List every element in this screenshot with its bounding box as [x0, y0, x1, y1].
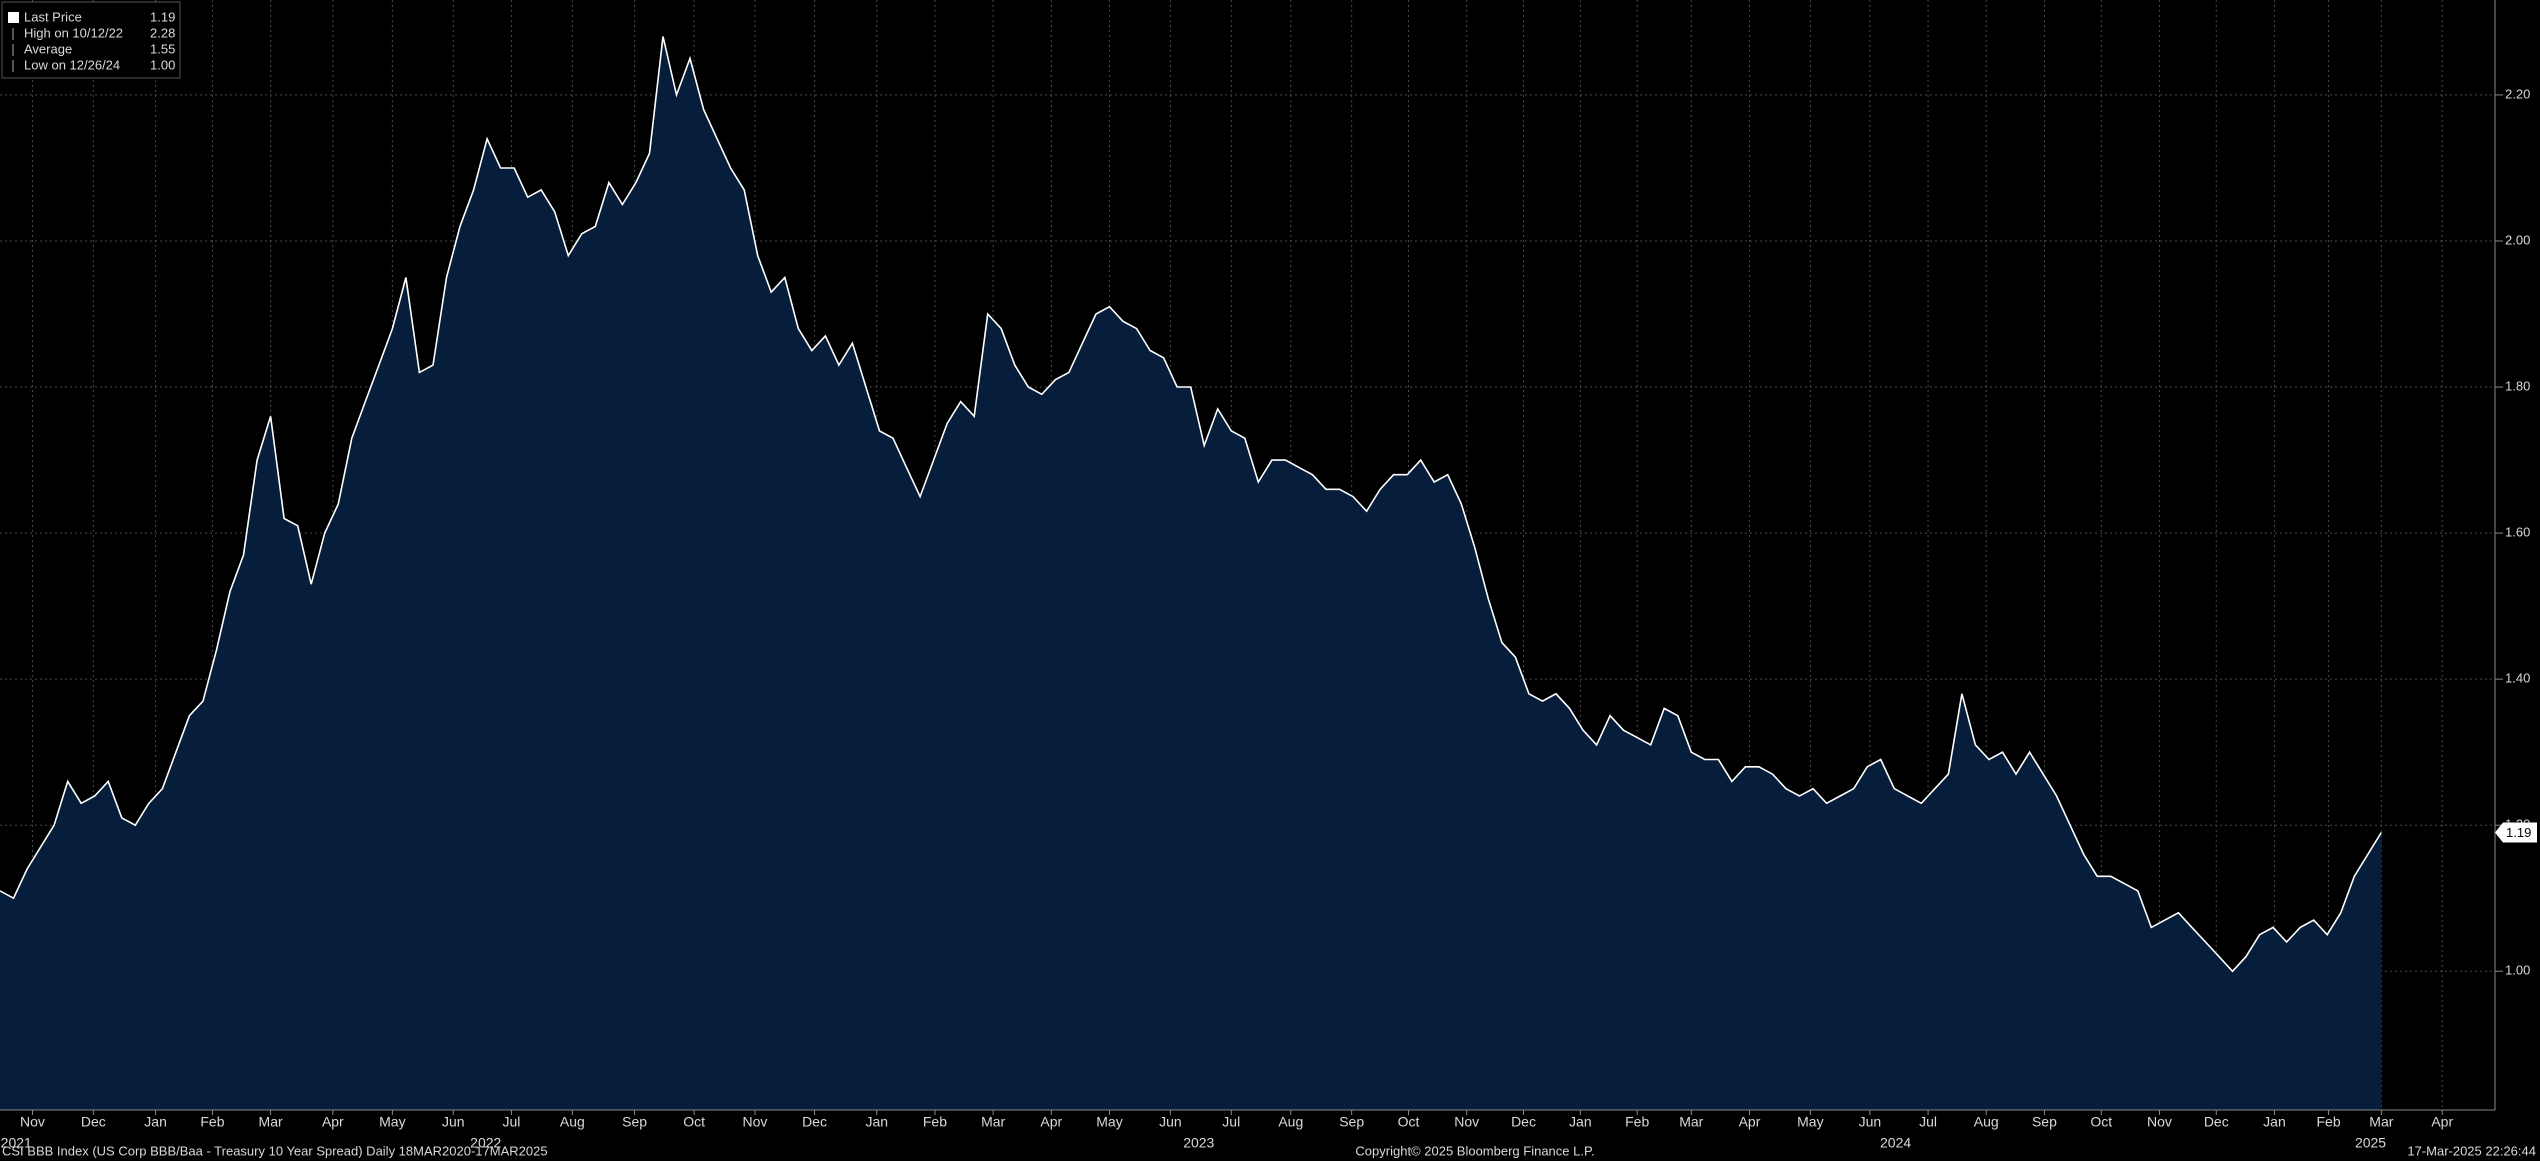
- x-tick-label: Nov: [2147, 1114, 2172, 1130]
- y-tick-label: 1.40: [2505, 671, 2530, 686]
- x-tick-label: Aug: [1974, 1114, 1999, 1130]
- x-tick-label: Dec: [2204, 1114, 2229, 1130]
- price-line: [0, 36, 2382, 973]
- x-tick-label: Dec: [1511, 1114, 1536, 1130]
- y-tick-label: 1.00: [2505, 963, 2530, 978]
- year-label: 2021: [1, 1135, 32, 1151]
- legend-swatch: [8, 12, 19, 23]
- x-tick-label: Jun: [1159, 1114, 1182, 1130]
- x-tick-label: Feb: [200, 1114, 224, 1130]
- x-tick-label: Aug: [560, 1114, 585, 1130]
- x-tick-label: Mar: [1679, 1114, 1703, 1130]
- x-tick-label: Oct: [1398, 1114, 1420, 1130]
- x-tick-label: Nov: [743, 1114, 768, 1130]
- year-label: 2024: [1880, 1135, 1911, 1151]
- footer-timestamp: 17-Mar-2025 22:26:44: [2407, 1143, 2536, 1158]
- year-label: 2022: [470, 1135, 501, 1151]
- x-tick-label: Jan: [144, 1114, 167, 1130]
- x-tick-label: Nov: [1454, 1114, 1479, 1130]
- x-tick-label: Jul: [502, 1114, 520, 1130]
- last-price-label: 1.19: [2506, 825, 2531, 840]
- x-tick-label: Feb: [1625, 1114, 1649, 1130]
- x-tick-label: Mar: [259, 1114, 283, 1130]
- x-tick-label: May: [1096, 1114, 1122, 1130]
- legend: Last Price 1.19 High on 10/12/22 2.28 Averag…: [1, 1, 181, 79]
- legend-label: High on 10/12/22: [24, 25, 123, 40]
- x-tick-label: Oct: [2090, 1114, 2112, 1130]
- x-tick-label: Apr: [1040, 1114, 1062, 1130]
- last-price-tag: [2495, 822, 2537, 843]
- x-tick-label: Jan: [1569, 1114, 1592, 1130]
- x-tick-label: Sep: [2032, 1114, 2057, 1130]
- legend-value: 1.55: [150, 41, 175, 56]
- x-tick-label: Apr: [1739, 1114, 1761, 1130]
- x-tick-label: Aug: [1278, 1114, 1303, 1130]
- x-tick-label: Jan: [2263, 1114, 2286, 1130]
- area-fill: [0, 36, 2382, 1110]
- x-tick-label: Jul: [1222, 1114, 1240, 1130]
- x-tick-label: Feb: [923, 1114, 947, 1130]
- legend-value: 2.28: [150, 25, 175, 40]
- footer-source: CSI BBB Index (US Corp BBB/Baa - Treasur…: [2, 1143, 548, 1158]
- legend-label: Low on 12/26/24: [24, 57, 120, 72]
- y-tick-label: 1.80: [2505, 378, 2530, 393]
- x-tick-label: Jun: [442, 1114, 465, 1130]
- legend-label: Average: [24, 41, 72, 56]
- x-tick-label: Apr: [322, 1114, 344, 1130]
- x-tick-label: Apr: [2431, 1114, 2453, 1130]
- legend-value: 1.19: [150, 9, 175, 24]
- x-tick-label: Sep: [622, 1114, 647, 1130]
- x-tick-label: Jul: [1919, 1114, 1937, 1130]
- legend-label: Last Price: [24, 9, 82, 24]
- x-tick-label: May: [379, 1114, 405, 1130]
- footer-copyright: Copyright© 2025 Bloomberg Finance L.P.: [1355, 1143, 1594, 1158]
- x-tick-label: Oct: [683, 1114, 705, 1130]
- year-label: 2025: [2355, 1135, 2386, 1151]
- x-tick-label: Jun: [1859, 1114, 1882, 1130]
- x-tick-label: Sep: [1339, 1114, 1364, 1130]
- x-tick-label: Mar: [981, 1114, 1005, 1130]
- x-tick-label: Feb: [2317, 1114, 2341, 1130]
- x-tick-label: May: [1797, 1114, 1823, 1130]
- y-tick-label: 2.00: [2505, 232, 2530, 247]
- y-tick-label: 2.20: [2505, 86, 2530, 101]
- legend-value: 1.00: [150, 57, 175, 72]
- legend-box: [1, 1, 181, 79]
- y-tick-label: 1.60: [2505, 525, 2530, 540]
- x-tick-label: Nov: [20, 1114, 45, 1130]
- x-tick-label: Dec: [81, 1114, 106, 1130]
- year-label: 2023: [1183, 1135, 1214, 1151]
- x-tick-label: Mar: [2369, 1114, 2393, 1130]
- x-tick-label: Jan: [865, 1114, 888, 1130]
- x-tick-label: Dec: [802, 1114, 827, 1130]
